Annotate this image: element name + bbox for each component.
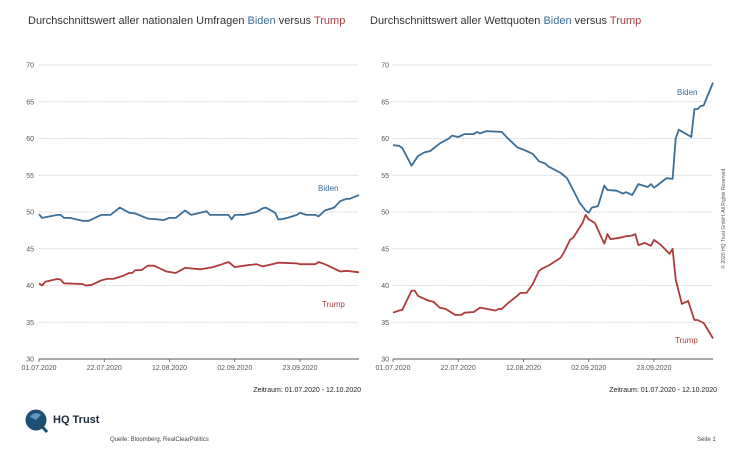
chart-1-period: Zeitraum: 01.07.2020 - 12.10.2020 [253,387,361,394]
title-biden: Biden [247,15,276,27]
hq-trust-logo-icon [25,409,49,434]
y-tick-label: 40 [381,283,389,290]
title-trump: Trump [313,15,346,27]
chart-2-title: Durchschnittswert aller Wettquoten Biden… [370,15,641,27]
x-tick-label: 23.09.2020 [282,365,317,372]
series-line-trump [38,261,360,287]
y-tick-label: 55 [381,173,389,180]
title-versus: versus [571,15,610,27]
series-label-trump: Trump [675,336,698,345]
y-tick-label: 65 [26,99,34,106]
y-tick-label: 30 [26,357,34,364]
x-tick-label: 12.08.2020 [506,365,541,372]
series-label-biden: Biden [318,184,338,193]
title-text: Durchschnittswert aller nationalen Umfra… [28,15,248,27]
title-text: Durchschnittswert aller Wettquoten [370,15,544,27]
x-tick-label: 22.07.2020 [87,365,122,372]
x-tick-label: 22.07.2020 [441,365,476,372]
source-note: Quelle: Bloomberg, RealClearPolitics [110,437,209,443]
x-tick-label: 12.08.2020 [152,365,187,372]
y-tick-label: 35 [26,320,34,327]
x-tick-label: 01.07.2020 [375,365,410,372]
y-tick-label: 70 [381,63,389,70]
y-tick-label: 60 [381,136,389,143]
x-tick-label: 02.09.2020 [217,365,252,372]
y-tick-label: 45 [26,246,34,253]
chart-1-title: Durchschnittswert aller nationalen Umfra… [28,15,345,27]
y-tick-label: 70 [26,63,34,70]
page-number: Seite 1 [697,437,716,443]
title-trump: Trump [609,15,642,27]
series-line-biden [38,194,360,222]
y-tick-label: 40 [26,283,34,290]
y-tick-label: 65 [381,99,389,106]
series-line-trump [392,214,714,339]
series-line-biden [392,82,714,214]
title-biden: Biden [543,15,572,27]
y-tick-label: 55 [26,173,34,180]
y-tick-label: 30 [381,357,389,364]
series-label-trump: Trump [322,300,345,309]
y-tick-label: 60 [26,136,34,143]
x-tick-label: 02.09.2020 [571,365,606,372]
x-tick-label: 01.07.2020 [21,365,56,372]
brand-name: HQ Trust [53,414,100,426]
y-tick-label: 50 [26,210,34,217]
y-tick-label: 50 [381,210,389,217]
y-tick-label: 45 [381,246,389,253]
y-tick-label: 35 [381,320,389,327]
chart-2-period: Zeitraum: 01.07.2020 - 12.10.2020 [609,387,717,394]
series-label-biden: Biden [677,88,697,97]
title-versus: versus [275,15,314,27]
copyright-notice: © 2020 HQ Trust GmbH. All Rights Reserve… [721,167,727,269]
x-tick-label: 23.09.2020 [636,365,671,372]
